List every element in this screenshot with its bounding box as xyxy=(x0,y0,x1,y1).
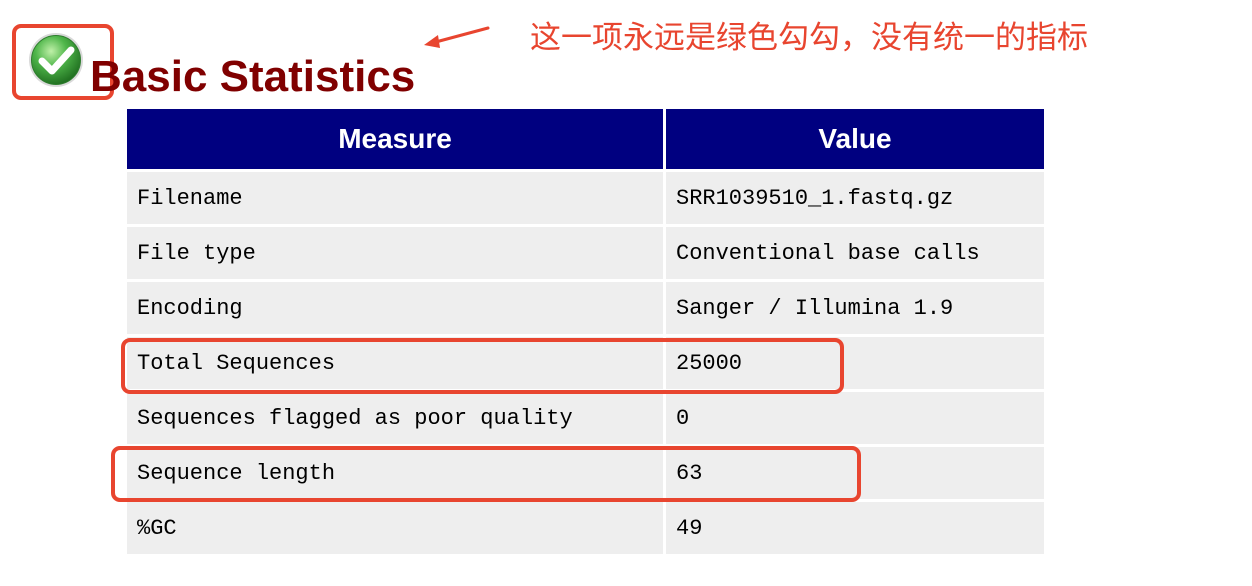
measure-cell: Total Sequences xyxy=(127,337,663,389)
value-cell: 49 xyxy=(666,502,1044,554)
measure-cell: Encoding xyxy=(127,282,663,334)
value-cell: Conventional base calls xyxy=(666,227,1044,279)
table-header-row: Measure Value xyxy=(127,109,1044,169)
page-title: Basic Statistics xyxy=(90,52,416,101)
icon-highlight-box xyxy=(12,24,114,100)
value-cell: 0 xyxy=(666,392,1044,444)
check-circle-icon xyxy=(29,33,83,87)
table-row: %GC 49 xyxy=(127,502,1044,554)
table-row: Sequences flagged as poor quality 0 xyxy=(127,392,1044,444)
table-row: Sequence length 63 xyxy=(127,447,1044,499)
value-cell: 25000 xyxy=(666,337,1044,389)
value-cell: SRR1039510_1.fastq.gz xyxy=(666,172,1044,224)
measure-cell: Sequence length xyxy=(127,447,663,499)
measure-cell: Filename xyxy=(127,172,663,224)
annotation-arrow-icon xyxy=(424,26,490,48)
table-row: Total Sequences 25000 xyxy=(127,337,1044,389)
value-cell: 63 xyxy=(666,447,1044,499)
measure-cell: File type xyxy=(127,227,663,279)
measure-cell: Sequences flagged as poor quality xyxy=(127,392,663,444)
annotation-text: 这一项永远是绿色勾勾，没有统一的指标 xyxy=(530,20,1088,56)
table-row: Filename SRR1039510_1.fastq.gz xyxy=(127,172,1044,224)
sequence-length-highlight-box xyxy=(111,446,861,502)
measure-cell: %GC xyxy=(127,502,663,554)
column-header-value: Value xyxy=(666,109,1044,169)
column-header-measure: Measure xyxy=(127,109,663,169)
table-row: File type Conventional base calls xyxy=(127,227,1044,279)
table-row: Encoding Sanger / Illumina 1.9 xyxy=(127,282,1044,334)
value-cell: Sanger / Illumina 1.9 xyxy=(666,282,1044,334)
basic-statistics-table: Measure Value Filename SRR1039510_1.fast… xyxy=(124,106,1047,557)
total-sequences-highlight-box xyxy=(121,338,844,394)
